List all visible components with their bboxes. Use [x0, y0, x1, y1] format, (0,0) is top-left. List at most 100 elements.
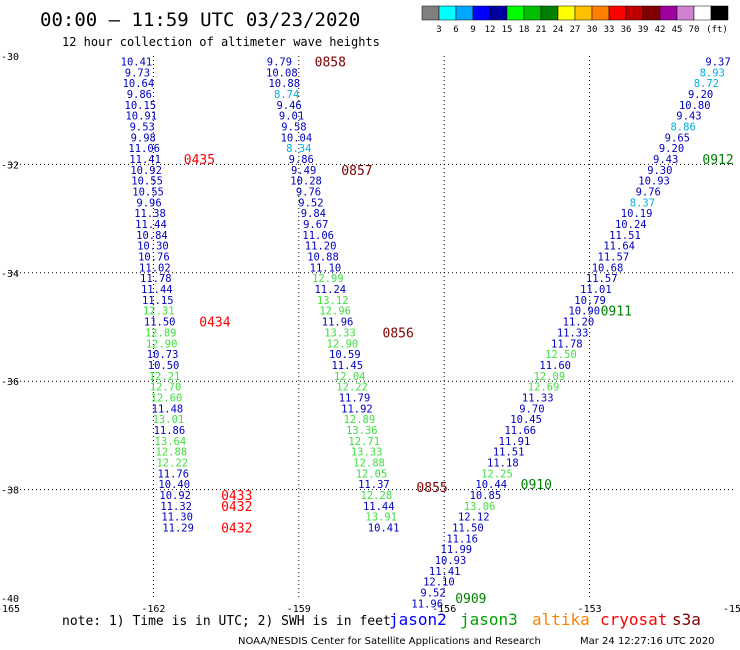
wave-height-label: 12.10 [423, 577, 455, 589]
wave-height-label: 11.64 [603, 241, 635, 253]
wave-height-label: 10.50 [148, 360, 180, 372]
wave-height-label: 11.18 [487, 458, 519, 470]
wave-height-label: 10.55 [131, 176, 163, 188]
wave-height-label: 12.28 [361, 490, 393, 502]
wave-height-label: 8.93 [700, 67, 725, 79]
wave-height-label: 9.43 [653, 154, 678, 166]
footer-credit: NOAA/NESDIS Center for Satellite Applica… [238, 636, 541, 647]
color-scale-bar: 3 6 9 12 15 18 21 24 27 30 33 36 39 42 45 70 (ft) [421, 5, 729, 35]
wave-height-label: 12.88 [156, 447, 188, 459]
wave-height-label: 12.12 [458, 512, 490, 524]
wave-height-label: 11.44 [363, 501, 395, 513]
wave-height-label: 12.50 [545, 349, 577, 361]
y-tick-label: -34 [1, 269, 19, 280]
y-tick-label: -40 [1, 594, 19, 605]
wave-height-label: 8.34 [286, 143, 311, 155]
wave-height-label: 11.50 [452, 523, 484, 535]
wave-height-label: 11.20 [305, 241, 337, 253]
wave-height-label: 13.64 [155, 436, 187, 448]
colorbar-tick-label: 27 [570, 25, 581, 35]
colorbar-tick-label: 21 [536, 25, 547, 35]
wave-height-label: 10.19 [621, 208, 653, 220]
x-tick-label: -153 [578, 604, 602, 615]
wave-height-label: 13.06 [464, 501, 496, 513]
colorbar-swatch [642, 5, 661, 21]
legend-entry: altika [532, 610, 590, 629]
wave-height-label: 12.69 [528, 382, 560, 394]
wave-height-label: 10.24 [615, 219, 647, 231]
colorbar-tick-label: 39 [638, 25, 649, 35]
wave-height-label: 11.86 [154, 425, 186, 437]
wave-height-label: 12.21 [149, 371, 181, 383]
pass-time-label: 0432 [221, 522, 252, 537]
wave-height-label: 12.89 [145, 327, 177, 339]
chart-marks: 10.419.7310.649.8610.1510.919.539.9811.0… [121, 55, 734, 610]
wave-height-label: 9.86 [127, 89, 152, 101]
colorbar-swatch [438, 5, 457, 21]
wave-height-label: 13.36 [346, 425, 378, 437]
colorbar-swatch [608, 5, 627, 21]
wave-height-label: 11.02 [139, 262, 171, 274]
colorbar-swatch [489, 5, 508, 21]
pass-time-label: 0435 [184, 153, 215, 168]
colorbar-swatch [710, 5, 729, 21]
footer-timestamp: Mar 24 12:27:16 UTC 2020 [580, 636, 715, 647]
wave-height-label: 9.86 [289, 154, 314, 166]
wave-height-label: 9.01 [279, 111, 304, 123]
colorbar-swatch [421, 5, 440, 21]
wave-height-label: 10.41 [368, 523, 400, 535]
wave-height-label: 9.96 [136, 197, 161, 209]
colorbar-tick-label: 18 [519, 25, 530, 35]
wave-height-label: 11.24 [314, 284, 346, 296]
wave-height-label: 10.93 [638, 176, 670, 188]
pass-time-label: 0912 [702, 153, 733, 168]
colorbar-tick-label: 15 [502, 25, 513, 35]
pass-time-label: 0432 [221, 500, 252, 515]
wave-height-label: 12.09 [534, 371, 566, 383]
colorbar-swatch [591, 5, 610, 21]
wave-height-label: 11.44 [141, 284, 173, 296]
colorbar-swatch [676, 5, 695, 21]
legend-entry: s3a [672, 610, 701, 629]
colorbar-tick-label: 33 [604, 25, 615, 35]
wave-height-label: 9.79 [267, 56, 292, 68]
wave-height-label: 13.01 [153, 414, 185, 426]
wave-height-label: 11.79 [339, 392, 371, 404]
wave-height-label: 10.64 [123, 78, 155, 90]
wave-height-label: 11.15 [142, 295, 174, 307]
wave-height-label: 11.16 [446, 533, 478, 545]
colorbar-tick-label: 24 [553, 25, 564, 35]
wave-height-label: 8.74 [274, 89, 299, 101]
colorbar-swatch [455, 5, 474, 21]
wave-height-label: 12.90 [327, 338, 359, 350]
wave-height-label: 13.12 [317, 295, 349, 307]
wave-height-label: 11.51 [493, 447, 525, 459]
wave-height-label: 11.33 [557, 327, 589, 339]
wave-height-label: 12.04 [334, 371, 366, 383]
wave-height-label: 11.41 [429, 566, 461, 578]
colorbar-swatch [625, 5, 644, 21]
wave-height-label: 10.80 [679, 100, 711, 112]
wave-height-label: 11.99 [441, 544, 473, 556]
wave-height-label: 12.25 [481, 468, 513, 480]
wave-height-label: 11.92 [341, 403, 373, 415]
wave-height-label: 11.41 [129, 154, 161, 166]
wave-height-label: 9.76 [636, 187, 661, 199]
colorbar-tick-label: 45 [672, 25, 683, 35]
y-tick-label: -38 [1, 486, 19, 497]
wave-height-label: 9.30 [647, 165, 672, 177]
wave-height-label: 12.05 [356, 468, 388, 480]
wave-height-label: 9.20 [688, 89, 713, 101]
colorbar-tick-label: 30 [587, 25, 598, 35]
wave-height-label: 10.73 [147, 349, 179, 361]
chart-axes: -165 -162 -159 -156 -153 -150 -30 -32 -34 -36 -38 -… [0, 52, 740, 615]
wave-height-label: 9.73 [125, 67, 150, 79]
y-tick-label: -32 [1, 160, 19, 171]
legend-entry: cryosat [600, 610, 667, 629]
wave-height-label: 11.33 [522, 392, 554, 404]
wave-height-label: 8.86 [670, 121, 695, 133]
wave-height-label: 13.33 [324, 327, 356, 339]
colorbar-swatch [523, 5, 542, 21]
wave-height-label: 9.76 [296, 187, 321, 199]
